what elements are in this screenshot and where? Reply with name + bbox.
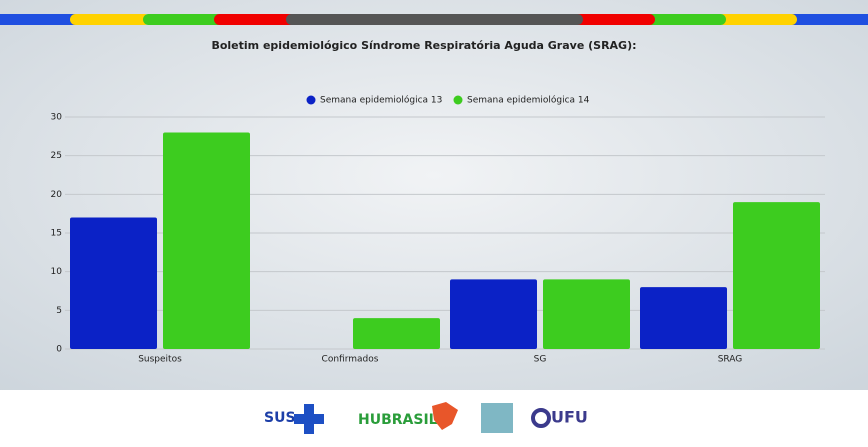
footer-logos: SUS HUBRASIL UFU xyxy=(264,402,588,434)
bar xyxy=(640,287,727,349)
y-tick-label: 0 xyxy=(56,345,62,355)
y-tick-label: 20 xyxy=(51,190,63,200)
bar xyxy=(163,132,250,349)
x-tick-label: Suspeitos xyxy=(138,355,182,365)
logo-text: HUBRASIL xyxy=(358,412,438,428)
y-tick-label: 30 xyxy=(51,113,63,123)
bar xyxy=(733,202,820,349)
y-tick-label: 25 xyxy=(51,151,62,161)
bar xyxy=(450,279,537,349)
x-tick-label: Confirmados xyxy=(322,355,379,365)
y-tick-label: 10 xyxy=(51,267,63,277)
legend-marker xyxy=(453,95,463,105)
bar xyxy=(353,318,440,349)
legend-label: Semana epidemiológica 13 xyxy=(320,95,442,106)
x-tick-label: SRAG xyxy=(718,355,743,365)
y-tick-label: 15 xyxy=(51,229,62,239)
legend-label: Semana epidemiológica 14 xyxy=(467,95,590,106)
logo-text: SUS xyxy=(264,410,296,426)
bar xyxy=(543,279,630,349)
legend-marker xyxy=(306,95,316,105)
x-tick-label: SG xyxy=(534,355,547,365)
logo-text: UFU xyxy=(551,408,588,427)
bar xyxy=(70,217,157,349)
chart-title: Boletim epidemiológico Síndrome Respirat… xyxy=(211,39,636,52)
y-tick-label: 5 xyxy=(56,306,62,316)
color-stripe xyxy=(0,14,868,25)
